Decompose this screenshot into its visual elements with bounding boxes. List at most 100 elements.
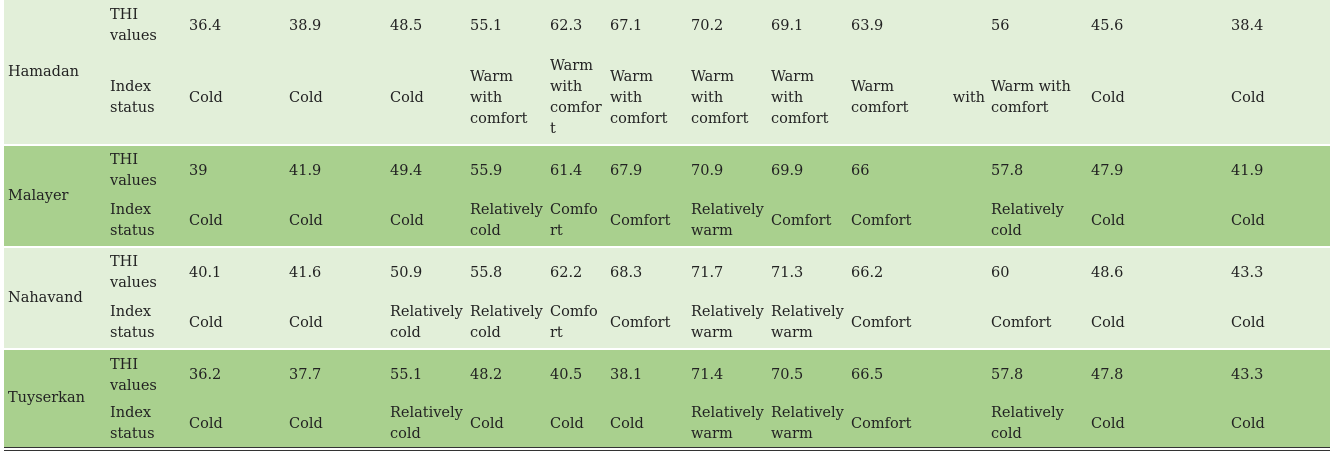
thi-value: 68.3 bbox=[606, 248, 687, 298]
thi-value: 45.6 bbox=[1087, 0, 1208, 52]
row-separator bbox=[4, 144, 1330, 146]
status-value: Relatively cold bbox=[386, 401, 466, 447]
status-value: Comfort bbox=[847, 401, 946, 447]
thi-value: 66.2 bbox=[847, 248, 946, 298]
thi-value: 55.1 bbox=[386, 350, 466, 401]
status-value: Warm comfort bbox=[847, 52, 946, 144]
row-label: Index status bbox=[106, 298, 185, 348]
status-value: Warm with comfort bbox=[606, 52, 687, 144]
status-value: Relatively warm bbox=[767, 401, 847, 447]
thi-value: 38.1 bbox=[606, 350, 687, 401]
city-name: Tuyserkan bbox=[4, 350, 106, 447]
row-label: Index status bbox=[106, 401, 185, 447]
thi-value: 55.9 bbox=[466, 146, 546, 196]
status-value: Comfort bbox=[946, 298, 1088, 348]
thi-value: 70.5 bbox=[767, 350, 847, 401]
table-row: Malayer THI values 39 41.9 49.4 55.9 61.… bbox=[4, 146, 1330, 246]
thi-value: 48.5 bbox=[386, 0, 466, 52]
status-value: Relatively cold bbox=[386, 298, 466, 348]
row-separator bbox=[4, 348, 1330, 350]
table-row: Index status Cold Cold Cold Relatively c… bbox=[4, 196, 1330, 246]
status-value: with bbox=[946, 52, 987, 144]
status-value: Comfort bbox=[767, 196, 847, 246]
status-value: Relatively cold bbox=[946, 401, 1088, 447]
status-value: Comfo rt bbox=[546, 196, 606, 246]
thi-value: 71.3 bbox=[767, 248, 847, 298]
thi-value: 67.9 bbox=[606, 146, 687, 196]
thi-value: 37.7 bbox=[285, 350, 386, 401]
status-value: Comfort bbox=[847, 196, 946, 246]
status-value: Warm with comfort bbox=[767, 52, 847, 144]
status-value: Cold bbox=[1087, 196, 1208, 246]
thi-value: 66 bbox=[847, 146, 946, 196]
thi-value: 62.3 bbox=[546, 0, 606, 52]
table-row: Hamadan THI values 36.4 38.9 48.5 55.1 6… bbox=[4, 0, 1330, 144]
row-label: THI values bbox=[106, 248, 185, 298]
thi-value: 70.2 bbox=[687, 0, 767, 52]
table-row: Tuyserkan THI values 36.2 37.7 55.1 48.2… bbox=[4, 350, 1330, 447]
thi-value: 69.1 bbox=[767, 0, 847, 52]
thi-value: 48.2 bbox=[466, 350, 546, 401]
thi-table: Hamadan THI values 36.4 38.9 48.5 55.1 6… bbox=[4, 0, 1330, 447]
table-row: Index status Cold Cold Relatively cold C… bbox=[4, 401, 1330, 447]
status-value: Cold bbox=[185, 401, 285, 447]
thi-value: 36.4 bbox=[185, 0, 285, 52]
status-value: Cold bbox=[1087, 52, 1208, 144]
status-value: Relatively warm bbox=[687, 401, 767, 447]
thi-table-container: Hamadan THI values 36.4 38.9 48.5 55.1 6… bbox=[4, 0, 1330, 447]
row-label: THI values bbox=[106, 350, 185, 401]
thi-value: 47.8 bbox=[1087, 350, 1208, 401]
thi-value: 69.9 bbox=[767, 146, 847, 196]
thi-value: 40.5 bbox=[546, 350, 606, 401]
thi-value: 50.9 bbox=[386, 248, 466, 298]
thi-value: 55.1 bbox=[466, 0, 546, 52]
table-row: Nahavand THI values 40.1 41.6 50.9 55.8 … bbox=[4, 248, 1330, 348]
thi-value: 57.8 bbox=[946, 146, 1088, 196]
status-value: Relatively cold bbox=[466, 298, 546, 348]
status-value: Cold bbox=[466, 401, 546, 447]
status-value: Cold bbox=[1207, 401, 1330, 447]
status-value: Relatively warm bbox=[687, 196, 767, 246]
status-value: Cold bbox=[1207, 298, 1330, 348]
status-value: Cold bbox=[1087, 401, 1208, 447]
thi-value: 67.1 bbox=[606, 0, 687, 52]
thi-value: 70.9 bbox=[687, 146, 767, 196]
status-value: Cold bbox=[185, 196, 285, 246]
status-value: Warm with comfort bbox=[687, 52, 767, 144]
status-value: Comfort bbox=[847, 298, 946, 348]
status-value: Cold bbox=[1207, 52, 1330, 144]
status-value: Comfo rt bbox=[546, 298, 606, 348]
status-value: Relatively warm bbox=[767, 298, 847, 348]
thi-value: 48.6 bbox=[1087, 248, 1208, 298]
status-value: Cold bbox=[1207, 196, 1330, 246]
status-value: Cold bbox=[285, 298, 386, 348]
status-value: Cold bbox=[285, 52, 386, 144]
thi-value: 71.4 bbox=[687, 350, 767, 401]
status-value: Cold bbox=[1087, 298, 1208, 348]
thi-value: 60 bbox=[946, 248, 1088, 298]
thi-value: 66.5 bbox=[847, 350, 946, 401]
row-separator bbox=[4, 246, 1330, 248]
row-label: Index status bbox=[106, 196, 185, 246]
row-label: THI values bbox=[106, 146, 185, 196]
status-value: Cold bbox=[546, 401, 606, 447]
thi-value: 57.8 bbox=[946, 350, 1088, 401]
status-value: Cold bbox=[285, 196, 386, 246]
status-value: Cold bbox=[606, 401, 687, 447]
status-value: Cold bbox=[185, 52, 285, 144]
status-value: Comfort bbox=[606, 298, 687, 348]
city-name: Hamadan bbox=[4, 0, 106, 144]
city-name: Malayer bbox=[4, 146, 106, 246]
thi-value: 40.1 bbox=[185, 248, 285, 298]
thi-value: 62.2 bbox=[546, 248, 606, 298]
status-value: Cold bbox=[386, 52, 466, 144]
row-label: THI values bbox=[106, 0, 185, 52]
bottom-rule bbox=[4, 450, 1330, 451]
status-value: Relatively cold bbox=[946, 196, 1088, 246]
thi-value: 49.4 bbox=[386, 146, 466, 196]
thi-value: 39 bbox=[185, 146, 285, 196]
table-row: Index status Cold Cold Cold Warm with co… bbox=[4, 52, 1330, 144]
status-value: Cold bbox=[386, 196, 466, 246]
status-value: Relatively cold bbox=[466, 196, 546, 246]
thi-value: 63.9 bbox=[847, 0, 946, 52]
